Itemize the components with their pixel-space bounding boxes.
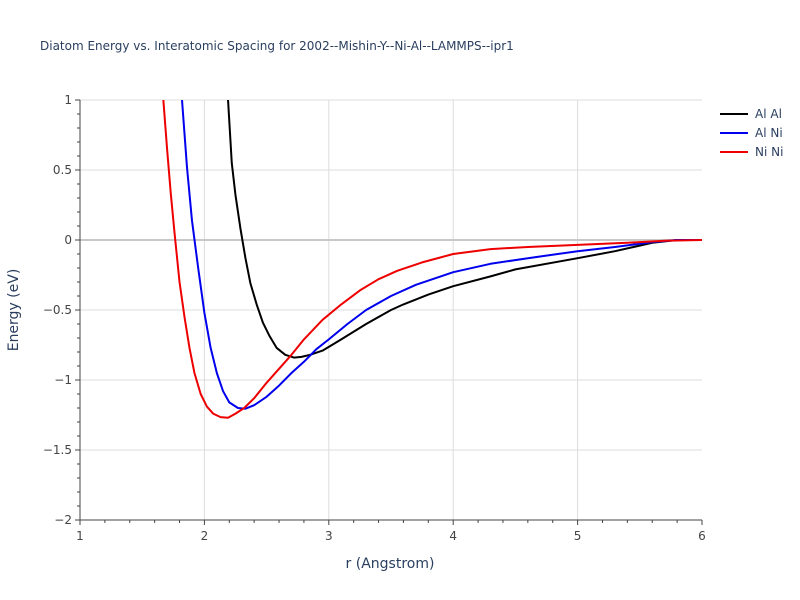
x-tick-label: 6 (698, 529, 706, 543)
x-axis-ticks: 1 2 3 4 5 6 (76, 520, 706, 543)
legend-label: Al Ni (755, 126, 783, 140)
x-tick-label: 4 (449, 529, 457, 543)
x-tick-label: 2 (201, 529, 209, 543)
y-tick-label: 1 (64, 93, 72, 107)
y-tick-label: −1.5 (43, 443, 72, 457)
series-line-al-al (227, 100, 702, 359)
series-line-al-ni (181, 100, 702, 410)
y-tick-label: 0 (64, 233, 72, 247)
legend-item-al-al[interactable]: Al Al (720, 107, 782, 121)
series-layer (162, 100, 702, 419)
legend-item-al-ni[interactable]: Al Ni (720, 126, 783, 140)
x-tick-label: 5 (574, 529, 582, 543)
legend[interactable]: Al Al Al Ni Ni Ni (720, 107, 783, 159)
y-tick-label: −0.5 (43, 303, 72, 317)
y-tick-label: 0.5 (53, 163, 72, 177)
y-axis-title: Energy (eV) (6, 269, 22, 352)
series-line-ni-ni (162, 100, 702, 419)
y-tick-label: −1 (54, 373, 72, 387)
x-tick-label: 3 (325, 529, 333, 543)
x-axis-title: r (Angstrom) (346, 556, 435, 572)
chart-title: Diatom Energy vs. Interatomic Spacing fo… (40, 39, 514, 53)
y-tick-label: −2 (54, 513, 72, 527)
y-axis-ticks: 1 0.5 0 −0.5 −1 −1.5 −2 (43, 93, 80, 527)
legend-item-ni-ni[interactable]: Ni Ni (720, 145, 783, 159)
x-tick-label: 1 (76, 529, 84, 543)
grid-lines (80, 99, 702, 520)
legend-label: Ni Ni (755, 145, 783, 159)
legend-label: Al Al (755, 107, 782, 121)
